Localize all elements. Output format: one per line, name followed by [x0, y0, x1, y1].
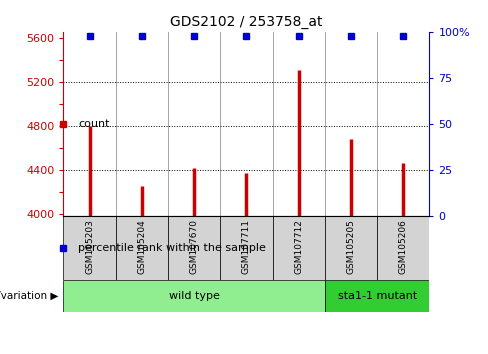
Bar [325, 216, 377, 280]
Bar [63, 280, 325, 312]
Text: genotype/variation ▶: genotype/variation ▶ [0, 291, 59, 301]
Text: GSM105204: GSM105204 [137, 219, 146, 274]
Text: GSM107711: GSM107711 [242, 219, 251, 274]
Bar [273, 216, 325, 280]
Bar [63, 216, 116, 280]
Text: percentile rank within the sample: percentile rank within the sample [78, 243, 266, 253]
Text: wild type: wild type [169, 291, 220, 301]
Text: GSM105206: GSM105206 [399, 219, 408, 274]
Text: GSM107712: GSM107712 [294, 219, 303, 274]
Text: GSM107670: GSM107670 [190, 219, 199, 274]
Bar [116, 216, 168, 280]
Bar [220, 216, 273, 280]
Text: GSM105205: GSM105205 [346, 219, 356, 274]
Bar [377, 216, 429, 280]
Text: sta1-1 mutant: sta1-1 mutant [338, 291, 417, 301]
Text: GSM105203: GSM105203 [85, 219, 94, 274]
Text: count: count [78, 119, 110, 129]
Bar [325, 280, 429, 312]
Title: GDS2102 / 253758_at: GDS2102 / 253758_at [170, 16, 323, 29]
Bar [168, 216, 220, 280]
